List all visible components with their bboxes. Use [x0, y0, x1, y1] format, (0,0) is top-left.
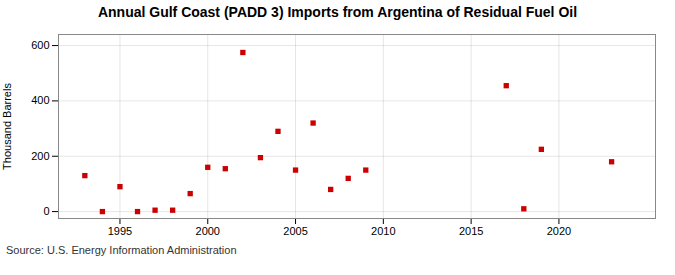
svg-text:2000: 2000: [196, 225, 220, 237]
svg-text:200: 200: [31, 150, 49, 162]
svg-text:0: 0: [43, 205, 49, 217]
html-text:Annual Gulf Coast (PADD 3) Imp: Annual Gulf Coast (PADD 3) Imports from …: [97, 4, 578, 20]
svg-text:2010: 2010: [371, 225, 395, 237]
svg-text:2020: 2020: [547, 225, 571, 237]
svg-text:2015: 2015: [459, 225, 483, 237]
html-text:Source: U.S. Energy Informatio: Source: U.S. Energy Information Administ…: [6, 244, 237, 256]
svg-text:400: 400: [31, 94, 49, 106]
svg-text:600: 600: [31, 39, 49, 51]
svg-text:1995: 1995: [108, 225, 132, 237]
svg-text:2005: 2005: [283, 225, 307, 237]
svg-text:Thousand Barrels: Thousand Barrels: [1, 83, 13, 170]
